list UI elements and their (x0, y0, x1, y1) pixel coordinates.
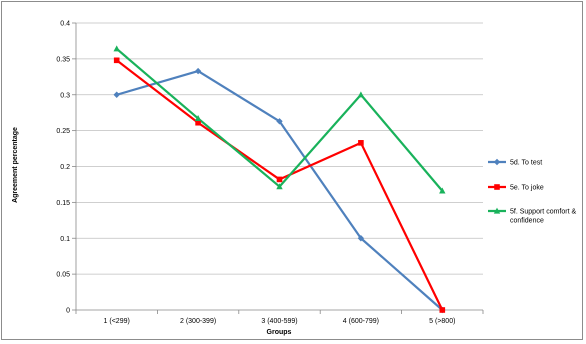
data-point-2 (195, 119, 201, 126)
x-tick-label: 3 (400-599) (261, 318, 297, 325)
legend-swatch-marker (493, 207, 501, 214)
data-point-3 (113, 45, 120, 52)
x-tick-label: 4 (600-799) (343, 318, 379, 325)
data-point-1 (357, 235, 365, 242)
data-point-3 (276, 183, 283, 190)
chart-frame: 0 0.05 0.1 0.15 0.2 0.25 0.3 0.35 0.4 1 (<299) 2 … (1, 1, 583, 340)
legend-item-2: 5e. To joke (488, 184, 544, 192)
y-tick-label: 0.4 (60, 21, 70, 28)
data-point-1 (113, 91, 120, 98)
y-tick-label: 0.3 (60, 92, 70, 99)
legend-swatch-marker (494, 184, 500, 190)
y-tick-label: 0.15 (56, 200, 70, 207)
data-point-2 (358, 140, 364, 146)
legend-item-3: 5f. Support comfort & confidence (488, 207, 576, 225)
x-tick-labels: 1 (<299) 2 (300-399) 3 (400-599) 4 (600-799… (104, 318, 456, 325)
data-point-1 (276, 118, 283, 125)
y-tick-label: 0.05 (56, 272, 70, 279)
gridlines (76, 22, 483, 275)
legend-item-1: 5d. To test (488, 158, 542, 167)
legend-label: 5e. To joke (510, 185, 544, 192)
data-point-2 (113, 57, 120, 64)
data-point-3 (439, 187, 446, 194)
legend-label-line: confidence (510, 218, 544, 225)
line-chart: 0 0.05 0.1 0.15 0.2 0.25 0.3 0.35 0.4 1 (<299) 2 … (12, 21, 576, 337)
data-point-2 (439, 307, 446, 313)
y-tick-label: 0.35 (56, 56, 70, 63)
data-point-3 (194, 115, 202, 122)
x-tick-label: 2 (300-399) (180, 318, 216, 325)
y-tick-label: 0.2 (60, 164, 70, 171)
data-point-1 (194, 67, 202, 75)
x-axis-label: Groups (267, 329, 292, 336)
legend-label-line: 5f. Support comfort & (510, 209, 576, 216)
legend-label: 5d. To test (510, 160, 542, 167)
legend-label: 5f. Support comfort & confidence (510, 209, 576, 225)
y-tick-label: 0 (66, 308, 70, 315)
data-point-3 (357, 91, 365, 98)
series-markers (113, 45, 446, 314)
axes (72, 22, 484, 314)
y-tick-label: 0.25 (56, 128, 70, 135)
legend-swatch-marker (493, 158, 501, 166)
y-tick-label: 0.1 (60, 236, 70, 243)
data-point-2 (276, 176, 283, 183)
y-tick-labels: 0 0.05 0.1 0.15 0.2 0.25 0.3 0.35 0.4 (56, 21, 70, 315)
x-tick-label: 5 (>800) (429, 318, 455, 325)
x-tick-label: 1 (<299) (104, 318, 130, 325)
y-axis-label: Agreement percentage (12, 127, 19, 203)
legend: 5d. To test 5e. To joke 5f. Support comfor… (488, 158, 576, 225)
